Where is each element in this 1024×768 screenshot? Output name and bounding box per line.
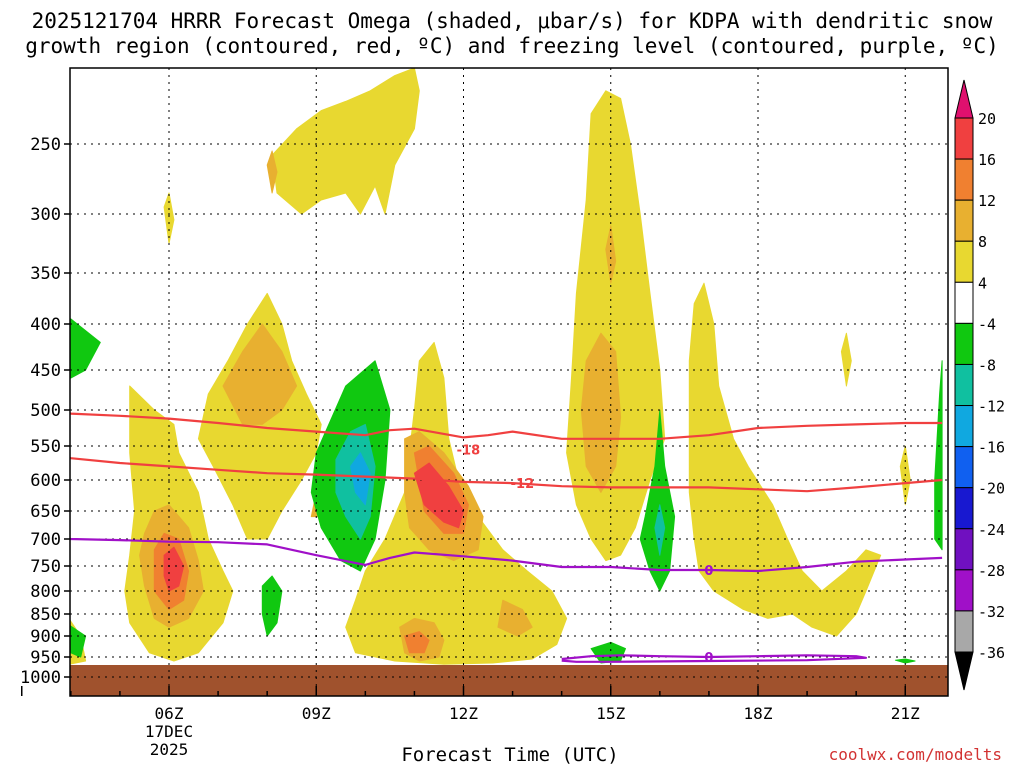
omega-shaded-region: [404, 631, 430, 654]
pressure-tick-label: 900: [30, 627, 61, 647]
colorbar-level-label: 4: [978, 274, 987, 292]
colorbar-level-label: -36: [978, 644, 1005, 662]
year-tick-label: 2025: [150, 740, 189, 759]
dgz-contour-line: [70, 412, 943, 440]
time-tick-label: 06Z: [155, 704, 184, 723]
pressure-tick-label: 350: [30, 264, 61, 284]
freezing-level-contour-label: 0: [704, 564, 713, 579]
pressure-tick-label: 1000: [20, 668, 61, 688]
pressure-tick-label: 500: [30, 401, 61, 421]
omega-shaded-region: [266, 150, 278, 194]
colorbar-swatch: [954, 322, 974, 365]
chart-title-line-1: 2025121704 HRRR Forecast Omega (shaded, …: [31, 9, 993, 33]
colorbar-level-label: -24: [978, 521, 1005, 539]
omega-shaded-region: [654, 504, 666, 556]
colorbar-level-label: 20: [978, 110, 996, 128]
colorbar-level-label: 8: [978, 233, 987, 251]
colorbar-swatch: [954, 446, 974, 489]
time-tick-label: 15Z: [596, 704, 625, 723]
colorbar-swatch: [954, 405, 974, 448]
pressure-tick-label: 550: [30, 437, 61, 457]
pressure-tick-label: 400: [30, 315, 61, 335]
omega-shaded-region: [271, 68, 420, 215]
omega-shaded-region: [934, 360, 943, 551]
colorbar-upper-arrow: [954, 79, 974, 119]
colorbar-swatch: [954, 158, 974, 201]
freezing-level-contour-line: [70, 537, 943, 573]
colorbar-level-label: -16: [978, 439, 1005, 457]
colorbar-level-label: 16: [978, 151, 996, 169]
colorbar-lower-arrow: [954, 651, 974, 691]
dgz-contour-line: [70, 456, 943, 493]
plot-area: -18 -12 0 0: [70, 68, 948, 696]
chart-title-line-2: growth region (contoured, red, ºC) and f…: [25, 34, 999, 58]
colorbar-swatch: [954, 117, 974, 160]
pressure-tick-label: 450: [30, 361, 61, 381]
colorbar-level-label: -8: [978, 356, 996, 374]
omega-shaded-region: [497, 599, 533, 637]
pressure-tick-label: 250: [30, 135, 61, 155]
colorbar-level-label: -20: [978, 480, 1005, 498]
pressure-tick-label: 600: [30, 471, 61, 491]
omega-shaded-region: [894, 658, 916, 664]
colorbar-level-label: 12: [978, 192, 996, 210]
colorbar-swatch: [954, 528, 974, 571]
pressure-tick-label: 650: [30, 502, 61, 522]
colorbar-level-label: -28: [978, 562, 1005, 580]
pressure-tick-label: 800: [30, 582, 61, 602]
omega-shaded-region: [261, 575, 283, 637]
colorbar-level-label: -4: [978, 315, 996, 333]
pressure-tick-label: 700: [30, 530, 61, 550]
omega-shaded-region: [580, 332, 622, 493]
colorbar-swatch: [954, 199, 974, 242]
x-axis-title: Forecast Time (UTC): [401, 744, 619, 766]
pressure-tick-label: 950: [30, 648, 61, 668]
colorbar-level-label: -32: [978, 603, 1005, 621]
omega-shaded-region: [70, 318, 101, 379]
colorbar-swatch: [954, 487, 974, 530]
pressure-tick-label: 750: [30, 557, 61, 577]
colorbar-swatch: [954, 240, 974, 283]
omega-shaded-region: [350, 452, 371, 506]
pressure-tick-label: 850: [30, 605, 61, 625]
colorbar-swatch: [954, 363, 974, 407]
omega-shaded-region: [163, 192, 175, 244]
colorbar-swatch: [954, 569, 974, 612]
date-tick-label: 17DEC: [145, 722, 193, 741]
omega-shaded-region: [605, 225, 617, 284]
colorbar-swatch: [954, 610, 974, 653]
time-tick-label: 12Z: [449, 704, 478, 723]
pressure-tick-label: 300: [30, 205, 61, 225]
surface-ground-band: [70, 665, 948, 696]
dgz-contour-label: -18: [457, 443, 481, 458]
omega-shaded-region: [840, 332, 852, 387]
dgz-contour-label: -12: [511, 477, 535, 492]
time-tick-label: 18Z: [744, 704, 773, 723]
time-tick-label: 21Z: [891, 704, 920, 723]
omega-shaded-region: [70, 624, 87, 658]
credit-text: coolwx.com/modelts: [828, 745, 1002, 764]
colorbar-level-label: -12: [978, 398, 1005, 416]
plot-frame: [69, 67, 949, 697]
colorbar-swatch: [954, 281, 974, 324]
time-tick-label: 09Z: [302, 704, 331, 723]
omega-shaded-region: [590, 641, 626, 664]
freezing-level-contour-line: [561, 654, 868, 663]
freezing-level-contour-label: 0: [704, 651, 713, 666]
omega-shaded-region: [688, 282, 882, 637]
omega-shaded-region: [222, 323, 298, 425]
